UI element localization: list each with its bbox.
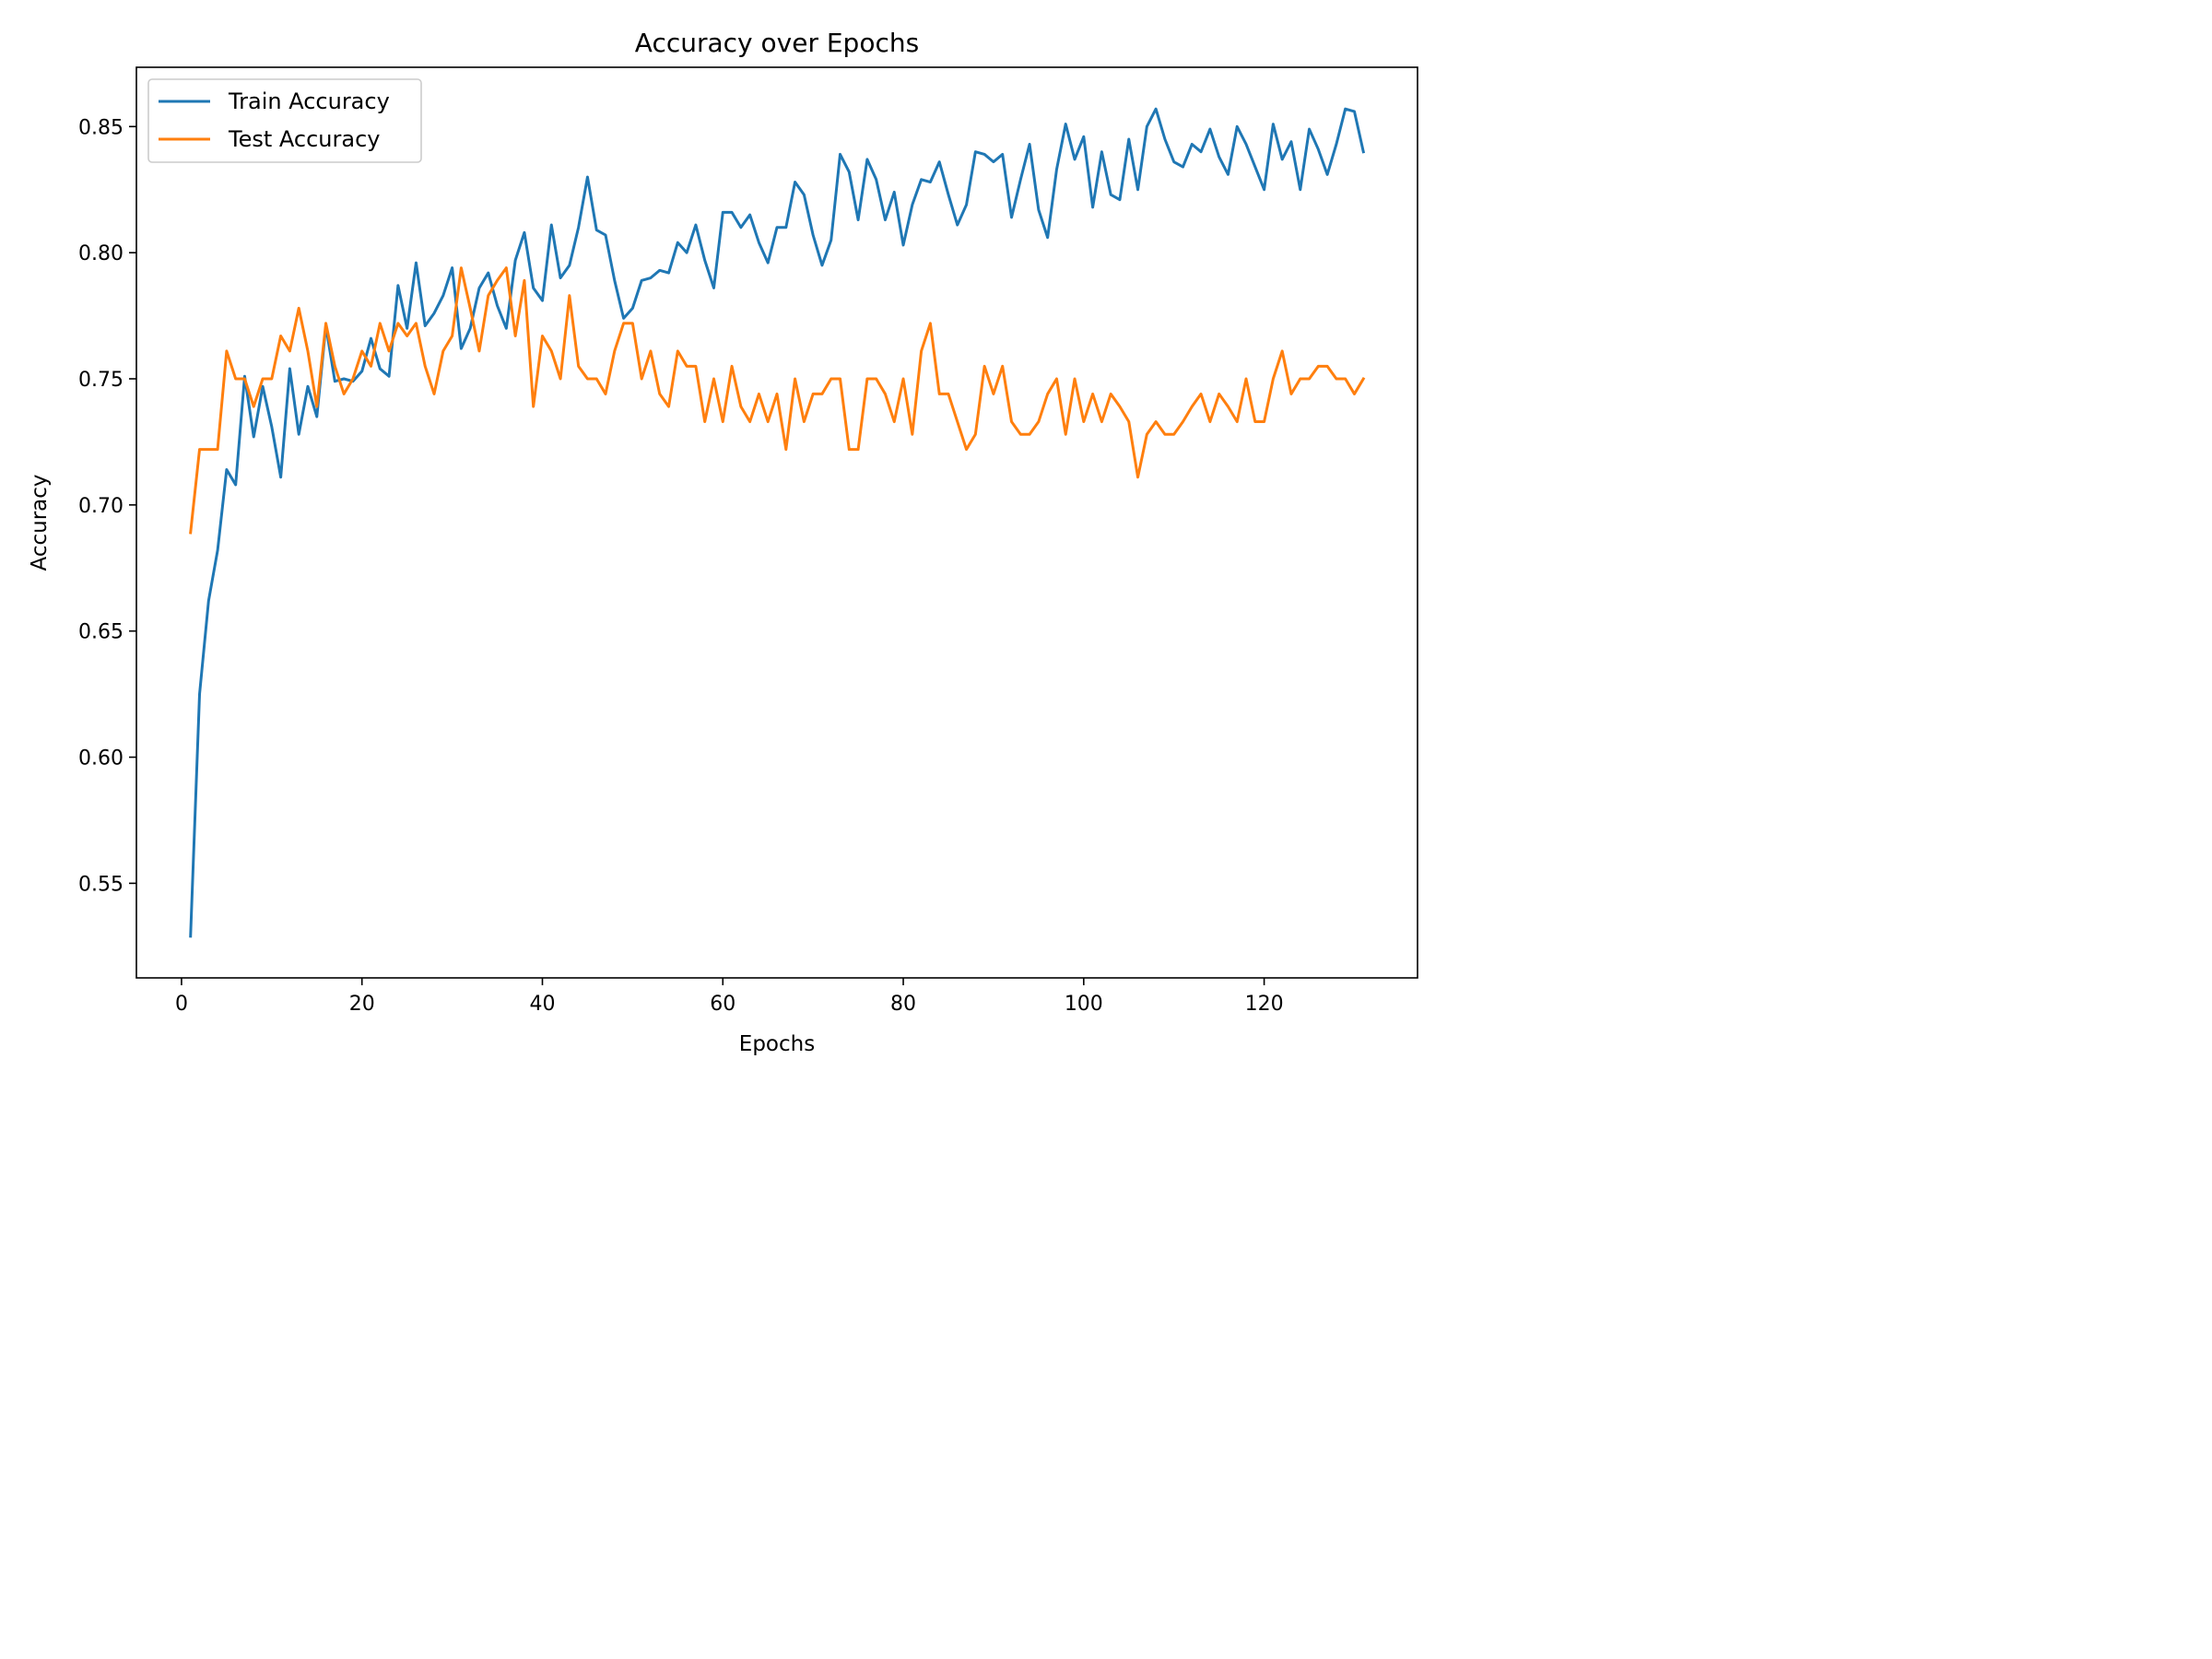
x-tick-label: 100 — [1065, 993, 1103, 1016]
y-axis-label: Accuracy — [28, 474, 52, 571]
series-line-test — [189, 266, 1366, 535]
x-axis-label: Epochs — [739, 1032, 815, 1056]
figure-background — [0, 0, 1441, 1084]
y-tick-label: 0.75 — [78, 369, 124, 392]
y-tick-label: 0.70 — [78, 495, 124, 518]
x-tick-label: 60 — [710, 993, 735, 1016]
y-tick-label: 0.80 — [78, 242, 124, 265]
x-tick-label: 0 — [175, 993, 188, 1016]
legend-label-test: Test Accuracy — [228, 126, 380, 152]
legend-box — [147, 78, 422, 163]
plot-frame — [135, 66, 1418, 979]
y-tick-label: 0.55 — [78, 873, 124, 896]
accuracy-chart: Accuracy over Epochs 0 20 40 60 80 100 120 0.5… — [0, 0, 1441, 1084]
legend: Train Accuracy Test Accuracy — [147, 78, 422, 163]
y-axis: 0.55 0.60 0.65 0.70 0.75 0.80 0.85 — [78, 116, 136, 896]
series-line-train — [189, 107, 1366, 938]
x-tick-label: 40 — [529, 993, 555, 1016]
x-tick-label: 80 — [890, 993, 916, 1016]
y-tick-label: 0.60 — [78, 747, 124, 771]
x-axis: 0 20 40 60 80 100 120 — [175, 978, 1284, 1016]
y-tick-label: 0.85 — [78, 116, 124, 139]
chart-title: Accuracy over Epochs — [635, 28, 919, 58]
legend-label-train: Train Accuracy — [228, 88, 390, 114]
series-layer — [189, 107, 1366, 938]
y-tick-label: 0.65 — [78, 621, 124, 644]
x-tick-label: 120 — [1245, 993, 1284, 1016]
x-tick-label: 20 — [349, 993, 375, 1016]
